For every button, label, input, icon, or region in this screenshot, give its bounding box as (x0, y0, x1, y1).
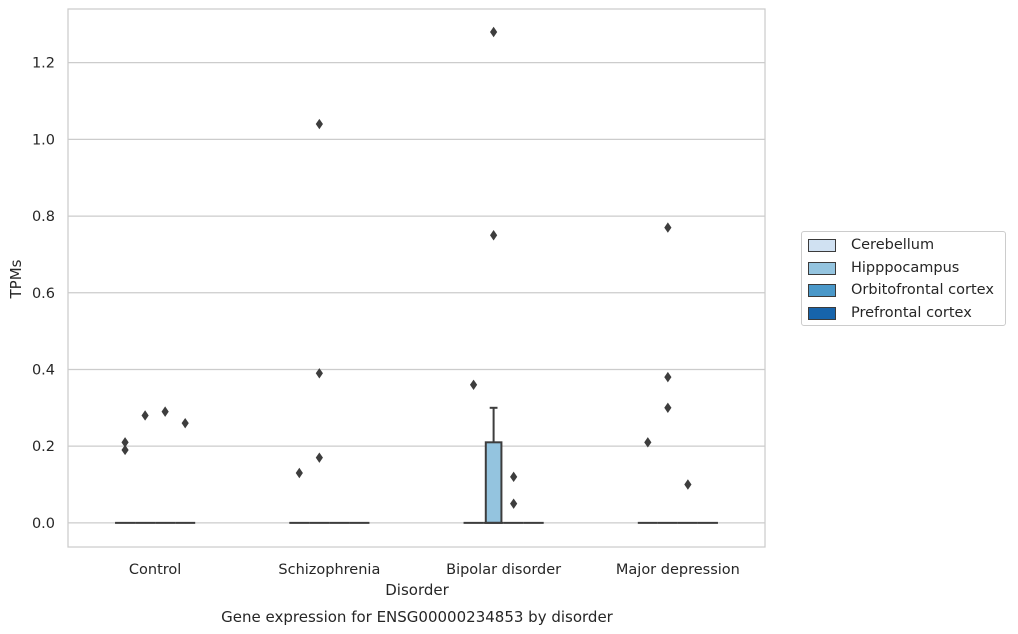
plot-frame (67, 8, 766, 548)
outlier-point (490, 230, 498, 241)
outlier-point (161, 406, 169, 417)
x-axis-label: Disorder (385, 581, 449, 599)
legend-swatch-prefrontal-cortex (808, 306, 836, 320)
legend-swatch-cerebellum (808, 238, 836, 252)
legend-swatch-hippocampus (808, 261, 836, 275)
outlier-point (315, 118, 323, 130)
y-tick-label: 1.0 (32, 132, 55, 148)
legend-item-prefrontal-cortex: Prefrontal cortex (808, 303, 972, 323)
x-tick-label-bipolar-disorder: Bipolar disorder (446, 562, 561, 578)
y-tick-label: 0.0 (32, 516, 55, 532)
outlier-point (510, 471, 518, 483)
box-bipolar-disorder-hipppocampus (483, 406, 504, 524)
x-tick-label-control: Control (129, 562, 181, 578)
outlier-point (664, 402, 672, 414)
outlier-point (121, 444, 129, 456)
legend: Cerebellum Hipppocampus Orbitofrontal co… (801, 231, 1006, 326)
y-tick-label: 0.2 (32, 439, 55, 455)
outlier-point (664, 371, 672, 383)
outlier-point (510, 498, 518, 509)
y-tick-label: 1.2 (32, 56, 55, 72)
boxes (115, 406, 718, 524)
chart-title: Gene expression for ENSG00000234853 by d… (221, 608, 614, 626)
y-tick-label: 0.6 (32, 286, 55, 302)
outlier-point (295, 467, 303, 479)
legend-label-orbitofrontal-cortex: Orbitofrontal cortex (851, 282, 994, 298)
outlier-point (315, 368, 323, 379)
outlier-point (490, 26, 498, 38)
y-tick-label: 0.8 (32, 209, 55, 225)
legend-item-cerebellum: Cerebellum (808, 235, 934, 255)
gridlines (68, 62, 765, 524)
outlier-point (684, 479, 692, 490)
y-tick-label: 0.4 (32, 362, 55, 378)
outlier-point (664, 222, 672, 233)
legend-item-hippocampus: Hipppocampus (808, 258, 959, 278)
outliers (121, 26, 692, 509)
y-axis-label: TPMs (7, 259, 25, 299)
box-body (484, 441, 503, 524)
x-tick-label-major-depression: Major depression (616, 562, 740, 578)
y-tick-labels: 0.0 0.2 0.4 0.6 0.8 1.0 1.2 (32, 56, 55, 532)
legend-item-orbitofrontal-cortex: Orbitofrontal cortex (808, 280, 994, 300)
x-tick-label-schizophrenia: Schizophrenia (278, 562, 380, 578)
outlier-point (181, 417, 189, 429)
outlier-point (315, 452, 323, 463)
legend-swatch-orbitofrontal-cortex (808, 283, 836, 297)
outlier-point (469, 379, 478, 390)
x-tick-labels: Control Schizophrenia Bipolar disorder Majo… (129, 562, 740, 578)
legend-label-prefrontal-cortex: Prefrontal cortex (851, 305, 972, 321)
legend-label-cerebellum: Cerebellum (851, 237, 935, 253)
outlier-point (121, 437, 129, 448)
legend-label-hippocampus: Hipppocampus (851, 260, 960, 276)
outlier-point (141, 410, 149, 421)
outlier-point (644, 437, 652, 448)
